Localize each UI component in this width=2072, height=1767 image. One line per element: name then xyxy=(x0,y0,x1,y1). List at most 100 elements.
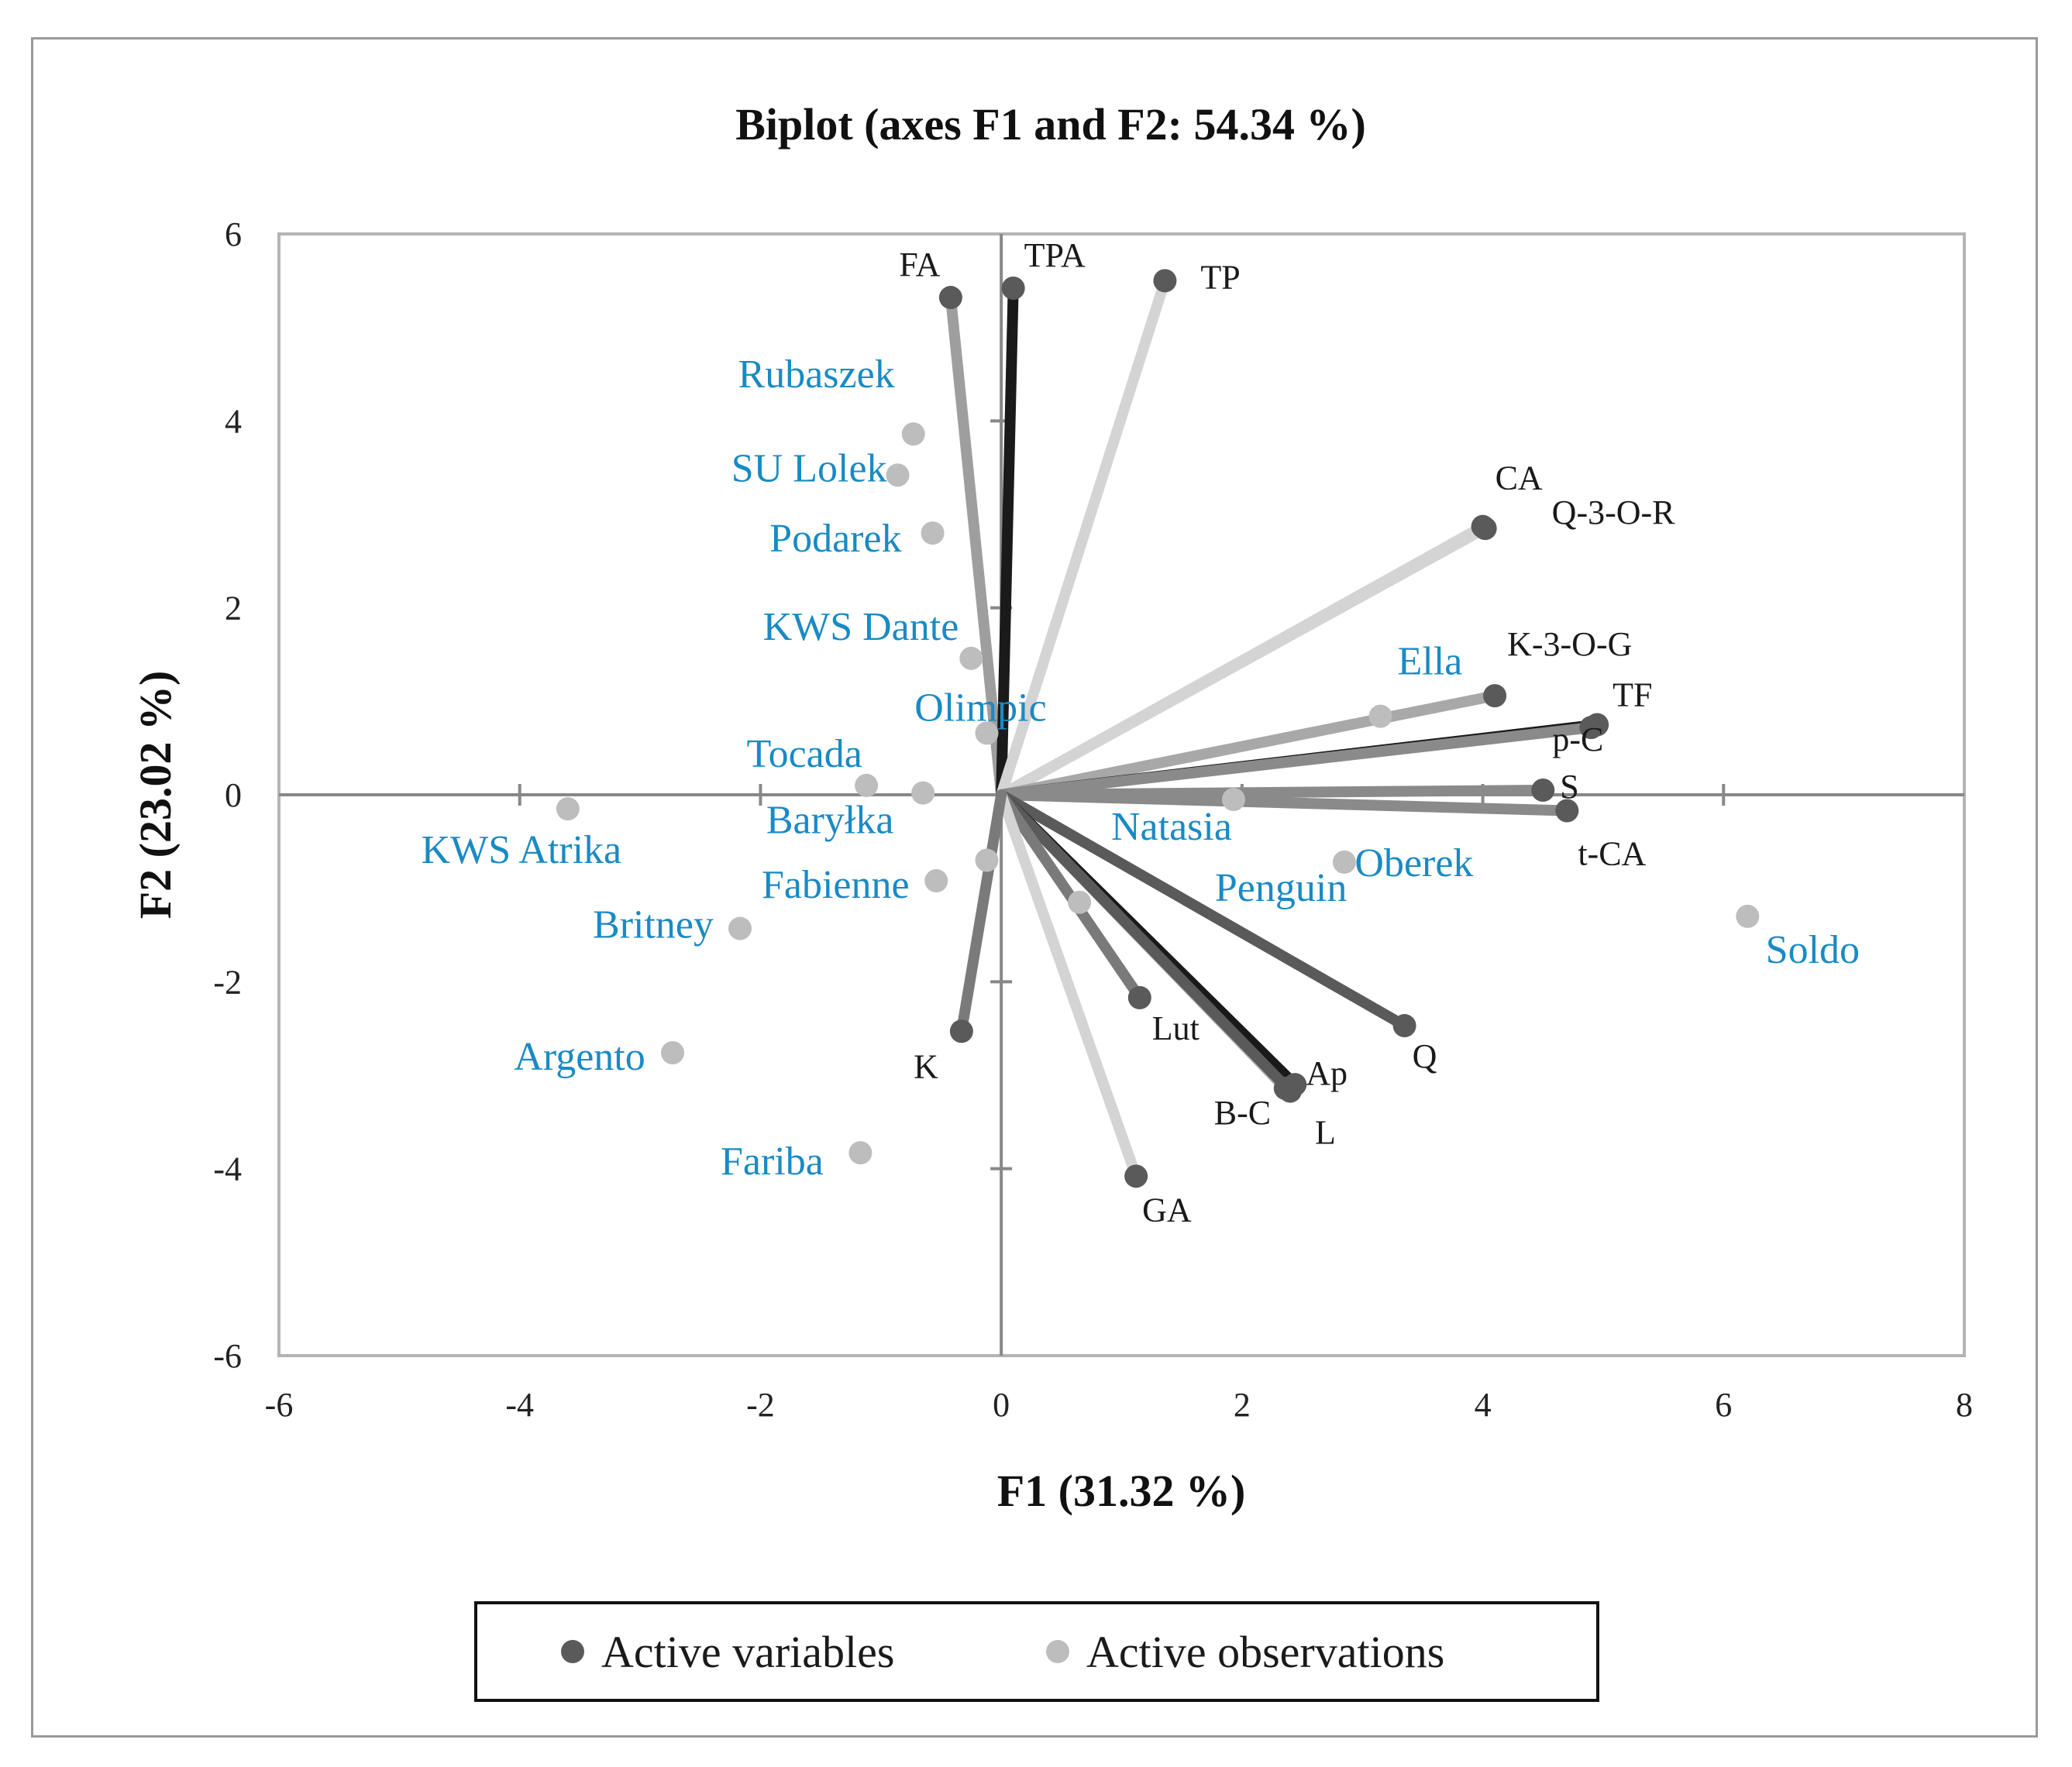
variable-label-b-c: B-C xyxy=(1214,1094,1271,1132)
observation-label-kws-atrika: KWS Atrika xyxy=(422,828,622,872)
variable-point-tpa xyxy=(1001,276,1025,300)
variable-point-lut xyxy=(1127,985,1151,1009)
vector-k xyxy=(955,789,1007,1037)
variable-label-k: K xyxy=(914,1047,938,1085)
vector-fa xyxy=(945,292,1007,800)
observation-label-soldo: Soldo xyxy=(1766,928,1860,972)
x-tick-label: 4 xyxy=(1475,1386,1492,1424)
vector-ga xyxy=(996,789,1142,1182)
vector-q xyxy=(996,789,1410,1032)
variable-label-p-c: p-C xyxy=(1552,720,1603,758)
observation-label-argento: Argento xyxy=(514,1035,645,1079)
y-tick-label: 4 xyxy=(225,402,242,440)
observation-label-su-lolek: SU Lolek xyxy=(731,446,887,490)
vector-t-ca xyxy=(996,789,1573,816)
observation-point-argento xyxy=(661,1041,685,1065)
x-axis-label: F1 (31.32 %) xyxy=(997,1466,1246,1516)
observation-point-olimpic xyxy=(975,721,999,745)
variable-point-tp xyxy=(1153,269,1177,293)
observation-point-soldo xyxy=(1736,904,1760,928)
legend-marker-active-observations xyxy=(1046,1640,1069,1663)
vector-k-3-o-g xyxy=(996,690,1501,800)
variable-label-s: S xyxy=(1560,768,1578,806)
x-tick-label: 2 xyxy=(1234,1386,1251,1424)
observation-label-podarek: Podarek xyxy=(769,517,901,561)
x-tick-label: 8 xyxy=(1956,1386,1973,1424)
observation-label-tocada: Tocada xyxy=(746,732,862,776)
chart-legend: Active variables Active observations xyxy=(474,1601,1599,1702)
variable-point-q xyxy=(1392,1014,1416,1038)
observation-point-kws-atrika xyxy=(556,797,580,821)
observation-point-unlabeled xyxy=(975,848,999,872)
observation-point-oberek xyxy=(1332,850,1356,874)
variable-label-q-3-o-r: Q-3-O-R xyxy=(1552,493,1676,531)
variable-label-ap: Ap xyxy=(1306,1054,1347,1092)
observation-label-rubaszek: Rubaszek xyxy=(738,352,895,397)
variable-point-k xyxy=(949,1019,973,1043)
variable-label-q: Q xyxy=(1413,1037,1437,1075)
variable-point-l xyxy=(1279,1079,1302,1103)
observation-point-kws-dante xyxy=(959,646,983,670)
observation-point-rubaszek xyxy=(901,422,925,446)
variable-point-fa xyxy=(938,286,962,310)
observation-label-kws-dante: KWS Dante xyxy=(763,605,959,649)
chart-title: Biplot (axes F1 and F2: 54.34 %) xyxy=(735,99,1366,150)
vector-p-c xyxy=(996,722,1597,800)
x-tick-label: -2 xyxy=(746,1386,775,1424)
y-tick-label: -4 xyxy=(213,1150,242,1188)
variable-label-tp: TP xyxy=(1200,258,1240,296)
observation-point-ella xyxy=(1368,704,1392,728)
observation-point-britney xyxy=(728,916,752,940)
observation-label-penguin: Penguin xyxy=(1215,866,1347,910)
variable-label-ga: GA xyxy=(1142,1191,1192,1229)
vector-tpa xyxy=(996,282,1019,800)
variable-label-fa: FA xyxy=(899,246,940,284)
observation-label-fabienne: Fabienne xyxy=(762,863,910,907)
observation-label-britney: Britney xyxy=(593,903,714,947)
observation-point-penguin xyxy=(1068,890,1092,914)
variable-label-tf: TF xyxy=(1613,676,1652,714)
x-tick-label: 6 xyxy=(1715,1386,1732,1424)
legend-marker-active-variables xyxy=(561,1640,584,1663)
y-tick-label: -2 xyxy=(213,963,242,1001)
y-tick-label: 6 xyxy=(225,215,242,253)
variable-label-lut: Lut xyxy=(1152,1009,1199,1047)
observation-point-podarek xyxy=(921,521,945,545)
observation-point-natasia xyxy=(1221,788,1245,812)
observation-point-su-lolek xyxy=(886,463,910,487)
y-tick-label: -6 xyxy=(213,1337,242,1375)
variable-point-t-ca xyxy=(1555,799,1579,823)
vector-q-3-o-r xyxy=(996,523,1491,800)
observation-label-natasia: Natasia xyxy=(1111,805,1232,849)
legend-item-active-variables: Active variables xyxy=(561,1604,894,1699)
variable-label-k-3-o-g: K-3-O-G xyxy=(1507,625,1632,663)
y-tick-label: 0 xyxy=(225,776,242,814)
variable-label-ca: CA xyxy=(1495,459,1543,497)
variable-label-tpa: TPA xyxy=(1024,236,1086,274)
legend-item-active-observations: Active observations xyxy=(1046,1604,1444,1699)
legend-label-active-variables: Active variables xyxy=(601,1626,895,1677)
observation-point-fabienne xyxy=(924,869,948,893)
x-tick-label: -4 xyxy=(505,1386,534,1424)
variable-point-q-3-o-r xyxy=(1473,517,1497,541)
observation-point-fariba xyxy=(848,1141,873,1165)
legend-label-active-observations: Active observations xyxy=(1086,1626,1445,1677)
x-tick-label: -6 xyxy=(265,1386,294,1424)
vector-tp xyxy=(996,275,1171,800)
variable-point-ga xyxy=(1124,1164,1148,1188)
vector-l xyxy=(996,789,1296,1097)
y-axis-label: F2 (23.02 %) xyxy=(130,671,181,920)
variable-point-k-3-o-g xyxy=(1483,684,1507,708)
observation-label-fariba: Fariba xyxy=(721,1140,824,1184)
variable-point-s xyxy=(1531,778,1555,802)
observation-point-tocada xyxy=(855,773,879,797)
observation-label-olimpic: Olimpic xyxy=(914,686,1046,730)
observation-label-barylka: Baryłka xyxy=(766,799,894,843)
y-tick-label: 2 xyxy=(225,590,242,627)
variable-label-t-ca: t-CA xyxy=(1578,835,1646,873)
variable-label-l: L xyxy=(1315,1114,1336,1152)
observation-label-oberek: Oberek xyxy=(1354,841,1473,885)
x-tick-label: 0 xyxy=(993,1386,1010,1424)
observation-label-ella: Ella xyxy=(1398,640,1463,684)
